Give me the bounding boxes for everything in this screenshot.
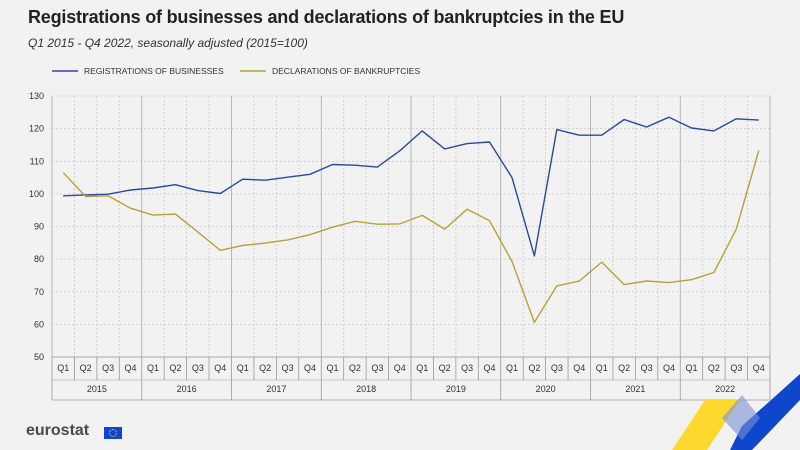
x-tick-label: Q4 xyxy=(214,363,226,373)
legend: REGISTRATIONS OF BUSINESSES DECLARATIONS … xyxy=(52,66,420,76)
x-tick-label: Q1 xyxy=(237,363,249,373)
y-tick-label: 70 xyxy=(34,287,44,297)
year-label: 2015 xyxy=(87,384,107,394)
x-tick-label: Q3 xyxy=(551,363,563,373)
series-line-registrations xyxy=(63,116,759,257)
year-label: 2022 xyxy=(715,384,735,394)
y-tick-label: 50 xyxy=(34,352,44,362)
legend-label: REGISTRATIONS OF BUSINESSES xyxy=(84,66,224,76)
x-tick-label: Q3 xyxy=(730,363,742,373)
x-tick-label: Q2 xyxy=(169,363,181,373)
x-tick-label: Q3 xyxy=(641,363,653,373)
y-tick-label: 100 xyxy=(29,189,44,199)
x-tick-label: Q4 xyxy=(394,363,406,373)
y-tick-label: 130 xyxy=(29,91,44,101)
x-tick-label: Q1 xyxy=(506,363,518,373)
x-tick-label: Q2 xyxy=(349,363,361,373)
axes: 50 60 70 80 90 100 110 120 130 Q1 Q2 Q3 Q4 Q1 Q2 Q3 Q4 Q1… xyxy=(29,91,771,401)
year-label: 2020 xyxy=(536,384,556,394)
x-tick-label: Q3 xyxy=(282,363,294,373)
x-tick-label: Q3 xyxy=(102,363,114,373)
x-tick-label: Q4 xyxy=(753,363,765,373)
brand-chevron-light xyxy=(722,395,760,440)
x-tick-label: Q3 xyxy=(192,363,204,373)
chart-subtitle: Q1 2015 - Q4 2022, seasonally adjusted (… xyxy=(28,36,308,50)
x-tick-label: Q2 xyxy=(80,363,92,373)
x-tick-label: Q4 xyxy=(125,363,137,373)
x-tick-label: Q1 xyxy=(147,363,159,373)
x-tick-label: Q4 xyxy=(663,363,675,373)
y-tick-label: 120 xyxy=(29,124,44,134)
y-tick-label: 60 xyxy=(34,319,44,329)
eu-flag-icon xyxy=(104,427,122,439)
x-tick-label: Q3 xyxy=(371,363,383,373)
x-tick-label: Q2 xyxy=(439,363,451,373)
year-label: 2017 xyxy=(266,384,286,394)
x-tick-label: Q4 xyxy=(484,363,496,373)
eurostat-logo: eurostat xyxy=(26,422,90,439)
series-lines xyxy=(62,116,760,324)
series-line-bankruptcies xyxy=(62,150,760,324)
chart-title: Registrations of businesses and declarat… xyxy=(28,7,625,27)
year-label: 2019 xyxy=(446,384,466,394)
legend-label: DECLARATIONS OF BANKRUPTCIES xyxy=(272,66,420,76)
y-tick-label: 80 xyxy=(34,254,44,264)
year-label: 2021 xyxy=(625,384,645,394)
x-tick-label: Q2 xyxy=(528,363,540,373)
x-tick-label: Q2 xyxy=(618,363,630,373)
y-tick-label: 110 xyxy=(30,156,44,166)
x-tick-label: Q4 xyxy=(573,363,585,373)
y-tick-label: 90 xyxy=(34,222,44,232)
x-tick-label: Q3 xyxy=(461,363,473,373)
year-label: 2016 xyxy=(177,384,197,394)
grid xyxy=(51,95,771,358)
x-tick-label: Q1 xyxy=(416,363,428,373)
brand-chevron-yellow xyxy=(672,400,740,450)
x-tick-label: Q2 xyxy=(708,363,720,373)
x-tick-label: Q1 xyxy=(596,363,608,373)
x-tick-label: Q1 xyxy=(685,363,697,373)
x-tick-label: Q1 xyxy=(326,363,338,373)
x-tick-label: Q4 xyxy=(304,363,316,373)
x-tick-label: Q1 xyxy=(57,363,69,373)
year-label: 2018 xyxy=(356,384,376,394)
brand-decoration xyxy=(672,374,800,450)
x-tick-label: Q2 xyxy=(259,363,271,373)
